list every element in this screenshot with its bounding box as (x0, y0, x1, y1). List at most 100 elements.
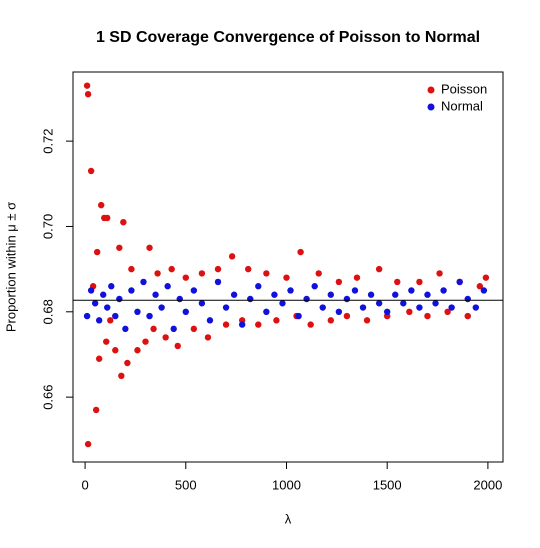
point (87, 167, 95, 175)
point (230, 291, 238, 298)
point (112, 312, 119, 320)
point (140, 278, 147, 286)
point (154, 270, 161, 277)
point (124, 359, 131, 367)
y-tick-label: 0.70 (40, 214, 55, 239)
point (482, 274, 490, 281)
chart-title: 1 SD Coverage Convergence of Poisson to … (96, 29, 480, 46)
point (327, 291, 334, 298)
point (279, 300, 286, 307)
point (238, 321, 246, 328)
point (311, 283, 318, 290)
point (83, 312, 91, 320)
point (343, 312, 351, 320)
point (128, 287, 135, 294)
point (335, 308, 343, 316)
point (367, 291, 375, 298)
point (84, 90, 92, 98)
point (84, 440, 92, 448)
point (174, 342, 181, 350)
point (456, 278, 463, 286)
point (128, 265, 135, 273)
point (182, 274, 189, 281)
point (375, 265, 383, 273)
point (480, 287, 488, 294)
point (271, 291, 278, 298)
point (116, 295, 123, 303)
point (91, 300, 99, 307)
point (416, 304, 423, 311)
point (383, 308, 391, 316)
point (228, 253, 236, 260)
y-tick-label: 0.66 (40, 384, 55, 409)
point (408, 287, 415, 294)
point (335, 278, 343, 286)
point (112, 347, 119, 354)
point (104, 304, 111, 311)
x-tick-label: 500 (175, 477, 197, 492)
point (107, 317, 114, 324)
point (198, 300, 206, 307)
point (182, 308, 189, 316)
point (108, 283, 115, 290)
point (214, 278, 222, 286)
y-tick-label: 0.68 (40, 299, 55, 324)
point (198, 270, 206, 277)
point (476, 283, 484, 290)
legend-marker (427, 86, 435, 94)
point (116, 244, 123, 251)
point (120, 218, 127, 226)
point (400, 300, 407, 307)
point (95, 355, 103, 362)
point (464, 312, 471, 320)
point (303, 295, 310, 303)
point (176, 295, 183, 303)
point (263, 308, 270, 316)
point (327, 317, 334, 324)
point (263, 270, 270, 277)
point (97, 201, 105, 209)
point (83, 82, 91, 89)
point (424, 291, 431, 298)
point (353, 274, 361, 281)
point (440, 287, 447, 294)
point (392, 291, 399, 298)
point (424, 312, 431, 320)
plot-frame (72, 71, 504, 463)
point (103, 338, 110, 345)
point (222, 304, 230, 311)
point (93, 248, 101, 256)
point (315, 270, 322, 277)
point (190, 325, 198, 333)
point (92, 406, 100, 414)
point (406, 308, 413, 316)
point (255, 283, 262, 290)
point (104, 214, 111, 222)
point (343, 295, 351, 303)
x-axis-label: λ (285, 511, 292, 526)
x-tick-label: 0 (81, 477, 88, 492)
point (158, 304, 165, 311)
point (351, 287, 359, 294)
point (100, 291, 107, 298)
point (448, 304, 455, 311)
point (134, 308, 141, 316)
point (214, 265, 222, 273)
point (245, 265, 252, 273)
point (222, 321, 230, 328)
point (247, 295, 254, 303)
point (142, 338, 149, 345)
point (150, 325, 157, 333)
point (134, 347, 141, 354)
point (170, 325, 177, 333)
point (206, 317, 214, 324)
y-tick-label: 0.72 (40, 128, 55, 153)
point (363, 317, 371, 324)
point (204, 334, 212, 341)
x-tick-label: 1000 (272, 477, 301, 492)
point (319, 304, 326, 311)
point (162, 334, 169, 341)
point (472, 304, 480, 311)
x-tick-label: 2000 (473, 477, 502, 492)
